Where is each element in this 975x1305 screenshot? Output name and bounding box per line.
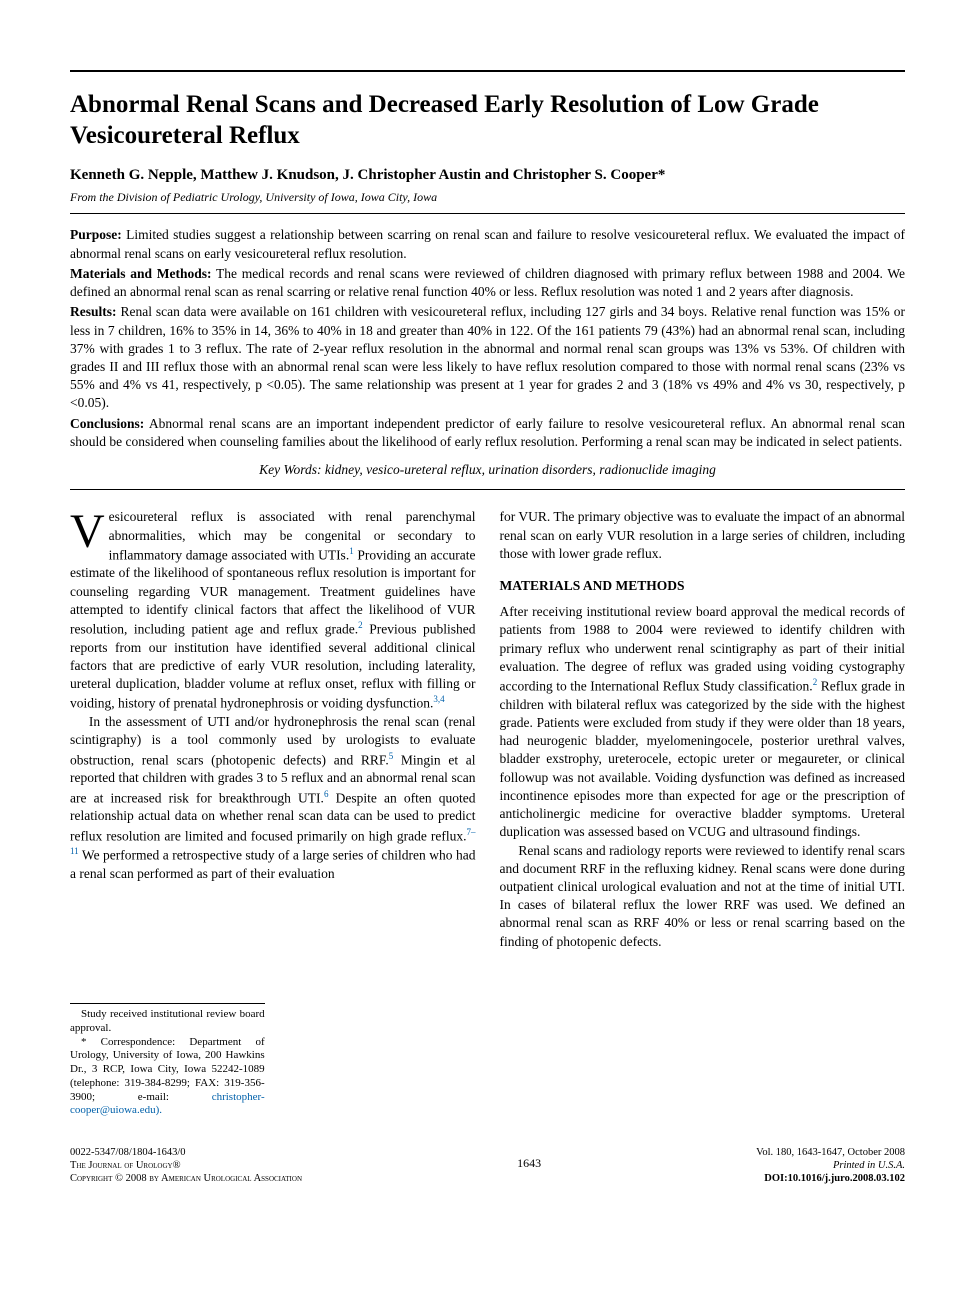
page-footer: 0022-5347/08/1804-1643/0 The Journal of …	[70, 1146, 905, 1185]
footnote-2: * Correspondence: Department of Urology,…	[70, 1036, 265, 1119]
conclusions-text: Abnormal renal scans are an important in…	[70, 416, 905, 449]
abstract-conclusions: Conclusions: Abnormal renal scans are an…	[70, 415, 905, 451]
authors-line: Kenneth G. Nepple, Matthew J. Knudson, J…	[70, 165, 905, 185]
abstract-purpose: Purpose: Limited studies suggest a relat…	[70, 226, 905, 262]
footer-doi: DOI:10.1016/j.juro.2008.03.102	[756, 1172, 905, 1185]
abstract-results: Results: Renal scan data were available …	[70, 303, 905, 412]
ref-link-34[interactable]: 3,4	[433, 694, 444, 704]
footer-page-number: 1643	[517, 1146, 541, 1185]
methods-label: Materials and Methods:	[70, 266, 212, 281]
top-rule	[70, 70, 905, 72]
footer-left: 0022-5347/08/1804-1643/0 The Journal of …	[70, 1146, 302, 1185]
mm-paragraph-1: After receiving institutional review boa…	[500, 603, 906, 841]
body-columns: Vesicoureteral reflux is associated with…	[70, 508, 905, 1118]
footer-journal-name: The Journal of Urology	[70, 1160, 173, 1171]
footer-issn: 0022-5347/08/1804-1643/0	[70, 1146, 302, 1159]
footnotes-block: Study received institutional review boar…	[70, 1003, 265, 1118]
p2d: We performed a retrospective study of a …	[70, 848, 476, 881]
doi-value: 10.1016/j.juro.2008.03.102	[788, 1173, 905, 1184]
purpose-label: Purpose:	[70, 227, 122, 242]
footer-right: Vol. 180, 1643-1647, October 2008 Printe…	[756, 1146, 905, 1185]
mm-p1b: Reflux grade in children with bilateral …	[500, 679, 906, 840]
doi-label: DOI:	[764, 1173, 787, 1184]
article-title: Abnormal Renal Scans and Decreased Early…	[70, 90, 905, 151]
footer-printed: Printed in U.S.A.	[756, 1159, 905, 1172]
results-text: Renal scan data were available on 161 ch…	[70, 304, 905, 410]
purpose-text: Limited studies suggest a relationship b…	[70, 227, 905, 260]
rule-after-keywords	[70, 489, 905, 490]
footer-volume: Vol. 180, 1643-1647, October 2008	[756, 1146, 905, 1159]
intro-paragraph: Vesicoureteral reflux is associated with…	[70, 508, 476, 713]
materials-methods-heading: MATERIALS AND METHODS	[500, 577, 906, 595]
intro-paragraph-2: In the assessment of UTI and/or hydronep…	[70, 713, 476, 883]
affiliation-line: From the Division of Pediatric Urology, …	[70, 189, 905, 205]
footer-journal: The Journal of Urology®	[70, 1159, 302, 1172]
col2-continuation: for VUR. The primary objective was to ev…	[500, 508, 906, 563]
keywords-line: Key Words: kidney, vesico-ureteral reflu…	[70, 461, 905, 479]
footer-journal-reg: ®	[173, 1160, 181, 1171]
footer-copyright: Copyright © 2008 by American Urological …	[70, 1172, 302, 1185]
footnote-1: Study received institutional review boar…	[70, 1008, 265, 1036]
results-label: Results:	[70, 304, 117, 319]
abstract-block: Purpose: Limited studies suggest a relat…	[70, 226, 905, 451]
dropcap: V	[70, 508, 109, 553]
mm-paragraph-2: Renal scans and radiology reports were r…	[500, 842, 906, 951]
abstract-methods: Materials and Methods: The medical recor…	[70, 265, 905, 301]
rule-after-authors	[70, 213, 905, 214]
conclusions-label: Conclusions:	[70, 416, 144, 431]
